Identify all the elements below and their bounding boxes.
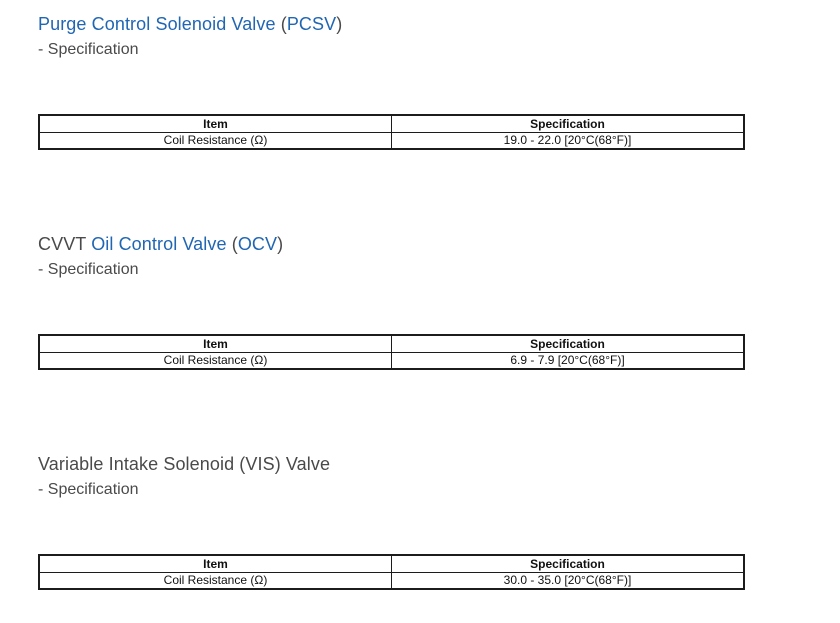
section-subtitle: - Specification xyxy=(38,261,139,278)
section-title-vis: Variable Intake Solenoid (VIS) Valve xyxy=(38,454,745,474)
ocv-spec-table: Item Specification Coil Resistance (Ω) 6… xyxy=(38,334,745,370)
pcsv-title-link[interactable]: Purge Control Solenoid Valve xyxy=(38,14,276,34)
pcsv-spec-table: Item Specification Coil Resistance (Ω) 1… xyxy=(38,114,745,150)
table-cell-item: Coil Resistance (Ω) xyxy=(38,351,392,370)
table-header-item: Item xyxy=(38,334,392,353)
table-header-row: Item Specification xyxy=(38,554,745,573)
table-cell-item: Coil Resistance (Ω) xyxy=(38,131,392,150)
title-plain-text: ) xyxy=(336,14,343,34)
table-cell-value: 6.9 - 7.9 [20°C(68°F)] xyxy=(391,351,745,370)
table-cell-item: Coil Resistance (Ω) xyxy=(38,571,392,590)
table-row: Coil Resistance (Ω) 6.9 - 7.9 [20°C(68°F… xyxy=(38,351,745,370)
table-header-specification: Specification xyxy=(391,334,745,353)
table-header-row: Item Specification xyxy=(38,334,745,353)
ocv-title-link[interactable]: Oil Control Valve xyxy=(91,234,227,254)
section-ocv: CVVT Oil Control Valve (OCV) - Specifica… xyxy=(38,234,745,370)
table-cell-value: 30.0 - 35.0 [20°C(68°F)] xyxy=(391,571,745,590)
table-header-item: Item xyxy=(38,114,392,133)
table-cell-value: 19.0 - 22.0 [20°C(68°F)] xyxy=(391,131,745,150)
table-row: Coil Resistance (Ω) 30.0 - 35.0 [20°C(68… xyxy=(38,571,745,590)
table-header-specification: Specification xyxy=(391,554,745,573)
title-plain-text: ( xyxy=(226,234,238,254)
table-header-item: Item xyxy=(38,554,392,573)
section-subtitle: - Specification xyxy=(38,481,139,498)
section-pcsv: Purge Control Solenoid Valve (PCSV) - Sp… xyxy=(38,14,745,150)
table-header-row: Item Specification xyxy=(38,114,745,133)
section-subtitle: - Specification xyxy=(38,41,139,58)
title-plain-text: Variable Intake Solenoid (VIS) Valve xyxy=(38,454,331,474)
table-header-specification: Specification xyxy=(391,114,745,133)
section-vis: Variable Intake Solenoid (VIS) Valve - S… xyxy=(38,454,745,590)
section-title-ocv: CVVT Oil Control Valve (OCV) xyxy=(38,234,745,254)
title-plain-text: CVVT xyxy=(38,234,92,254)
table-row: Coil Resistance (Ω) 19.0 - 22.0 [20°C(68… xyxy=(38,131,745,150)
section-title-pcsv: Purge Control Solenoid Valve (PCSV) xyxy=(38,14,745,34)
vis-spec-table: Item Specification Coil Resistance (Ω) 3… xyxy=(38,554,745,590)
title-plain-text: ( xyxy=(275,14,287,34)
ocv-abbrev-link[interactable]: OCV xyxy=(237,234,278,254)
title-plain-text: ) xyxy=(277,234,284,254)
pcsv-abbrev-link[interactable]: PCSV xyxy=(286,14,337,34)
